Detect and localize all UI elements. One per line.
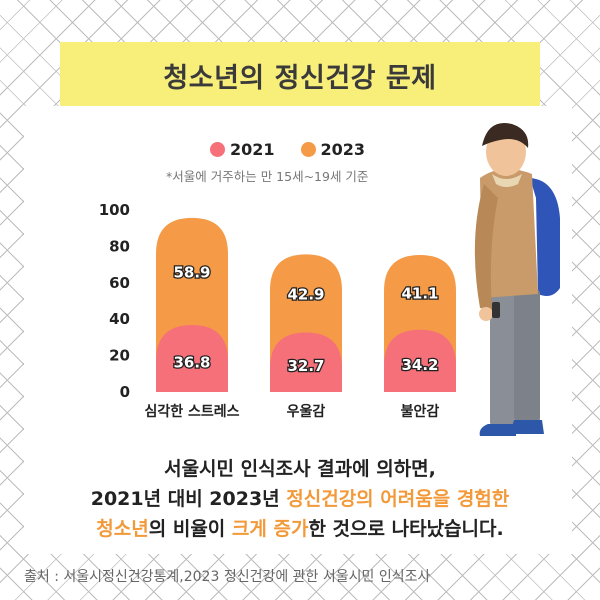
source-citation: 출처 : 서울시정신건강통계,2023 정신건강에 관한 서울시민 인식조사 <box>24 569 431 585</box>
y-tick-label: 40 <box>109 310 130 328</box>
description-line-2: 2021년 대비 2023년 정신건강의 어려움을 경험한 <box>0 484 600 511</box>
y-tick-label: 0 <box>120 383 130 401</box>
category-label: 심각한 스트레스 <box>144 403 239 420</box>
y-tick-label: 100 <box>99 201 130 219</box>
description-highlight-3c: 크게 증가 <box>231 518 309 540</box>
legend-swatch-2021 <box>210 142 225 157</box>
title-banner: 청소년의 정신건강 문제 <box>60 42 540 108</box>
description-highlight-3a: 청소년 <box>96 518 149 540</box>
data-label-2021: 32.7 <box>287 357 324 375</box>
description-text-3d: 한 것으로 나타났습니다. <box>308 518 504 540</box>
legend-item-2023: 2023 <box>300 140 366 159</box>
legend-swatch-2023 <box>300 142 316 157</box>
data-label-2021: 34.2 <box>401 356 438 374</box>
description-text-1: 서울시민 인식조사 결과에 의하면, <box>164 458 436 480</box>
description-text-2a: 2021년 대비 2023년 <box>90 488 287 510</box>
data-label-2023: 41.1 <box>401 284 438 302</box>
page-title: 청소년의 정신건강 문제 <box>163 62 437 94</box>
category-label: 불안감 <box>401 403 440 420</box>
y-tick-label: 80 <box>109 237 130 255</box>
category-label: 우울감 <box>287 403 326 420</box>
teenager-illustration <box>474 122 560 436</box>
data-label-2023: 42.9 <box>287 285 324 303</box>
y-tick-label: 60 <box>109 274 130 292</box>
legend-label-2023: 2023 <box>320 140 366 159</box>
bar-2021 <box>270 332 342 392</box>
legend-item-2021: 2021 <box>210 140 275 159</box>
bar-2021 <box>156 325 228 392</box>
y-tick-label: 20 <box>109 347 130 365</box>
description-line-1: 서울시민 인식조사 결과에 의하면, <box>0 454 600 481</box>
data-label-2021: 36.8 <box>173 354 210 372</box>
bar-2021 <box>384 329 456 392</box>
description-line-3: 청소년의 비율이 크게 증가한 것으로 나타났습니다. <box>0 514 600 541</box>
data-label-2023: 58.9 <box>173 263 210 281</box>
description-text-3b: 의 비율이 <box>148 518 232 540</box>
legend-label-2021: 2021 <box>230 140 275 159</box>
description-highlight-2: 정신건강의 어려움을 경험한 <box>286 488 510 510</box>
chart-note: *서울에 거주하는 만 15세~19세 기준 <box>166 169 369 184</box>
chart-legend: 2021 2023 <box>210 140 365 159</box>
